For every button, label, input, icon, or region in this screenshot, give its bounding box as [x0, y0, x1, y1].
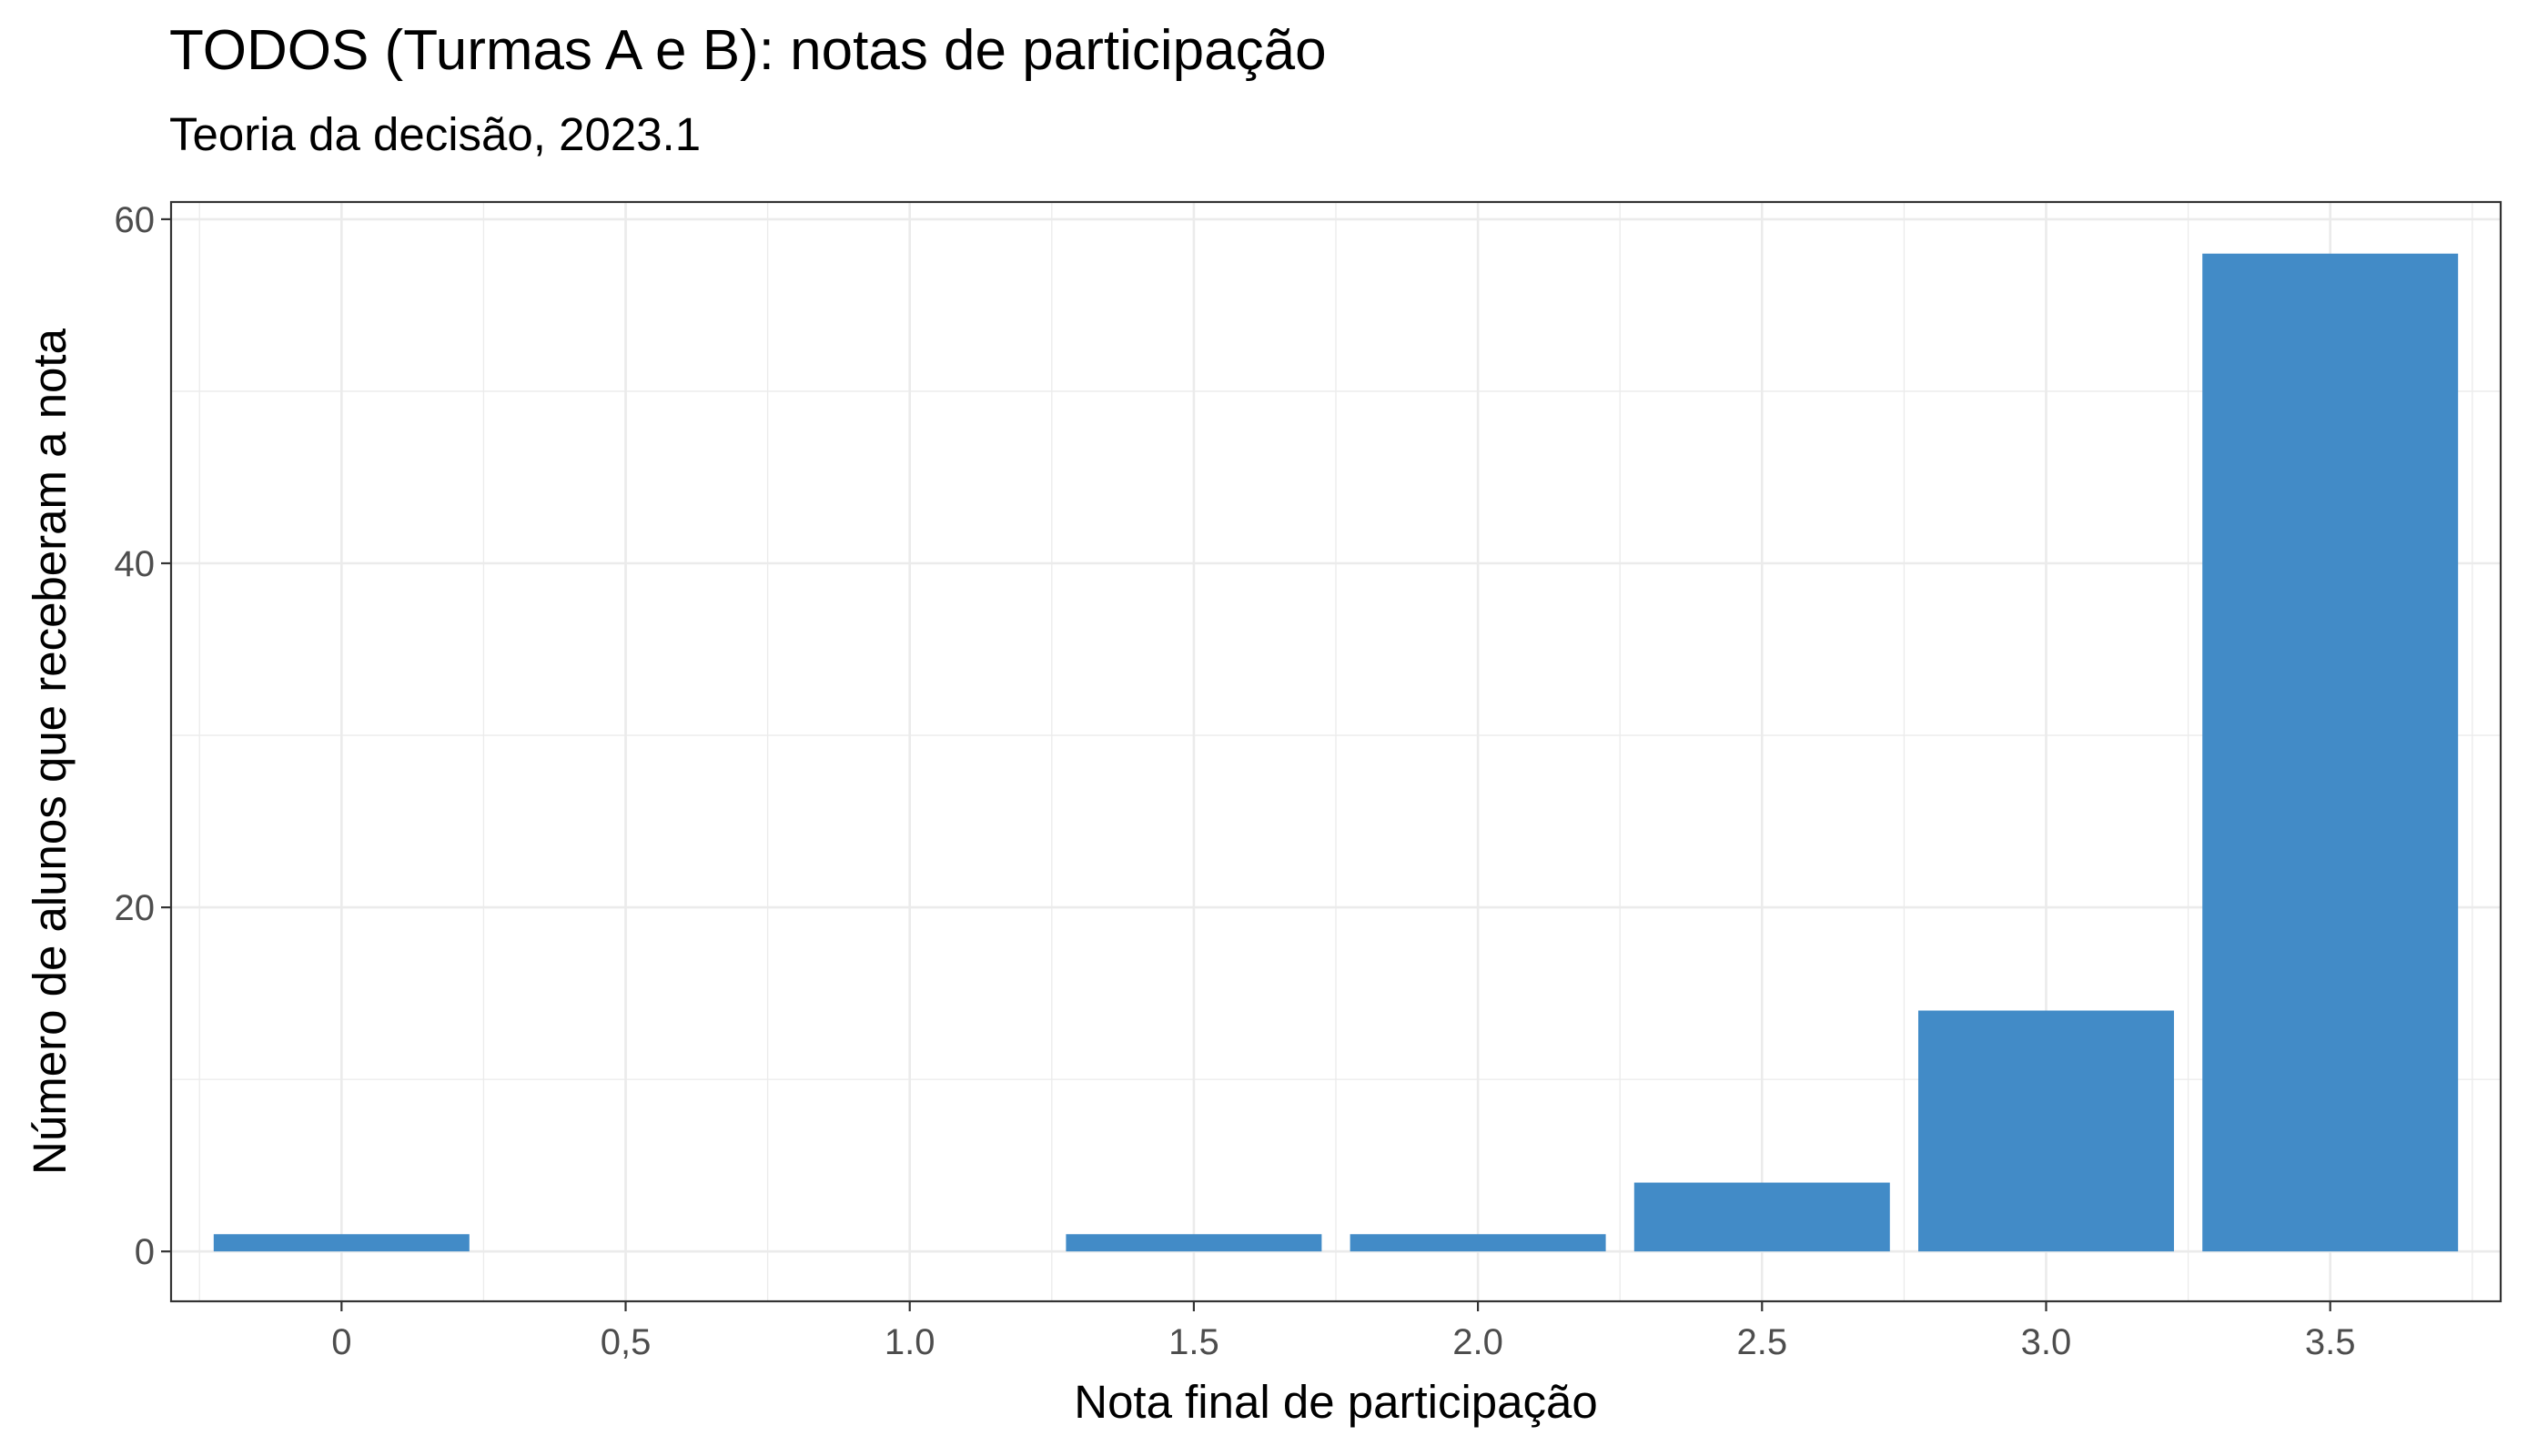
bar-5 — [1633, 1182, 1890, 1252]
bar-6 — [1918, 1010, 2174, 1252]
chart-subtitle: Teoria da decisão, 2023.1 — [169, 108, 702, 160]
bar-7 — [2202, 253, 2459, 1252]
x-axis-title: Nota final de participação — [1074, 1376, 1598, 1428]
chart-title: TODOS (Turmas A e B): notas de participa… — [169, 19, 1327, 82]
bar-3 — [1066, 1234, 1322, 1252]
bar-0 — [213, 1234, 470, 1252]
y-tick-label: 20 — [115, 888, 156, 928]
y-tick-label: 60 — [115, 200, 156, 240]
x-tick-label: 0 — [331, 1322, 351, 1362]
bars — [213, 253, 2459, 1252]
x-tick-label: 1.0 — [885, 1322, 935, 1362]
axis-ticks: 0 20 40 60 0 0,5 1.0 1.5 2.0 2.5 3.0 3.5 — [115, 200, 2356, 1362]
y-axis-title: Número de alunos que receberam a nota — [24, 328, 76, 1175]
y-tick-label: 40 — [115, 544, 156, 584]
x-tick-label: 3.0 — [2021, 1322, 2072, 1362]
y-tick-label: 0 — [135, 1232, 155, 1272]
panel-border — [169, 200, 2502, 1303]
x-tick-label: 2.0 — [1452, 1322, 1503, 1362]
x-tick-label: 3.5 — [2305, 1322, 2356, 1362]
bar-4 — [1350, 1234, 1606, 1252]
x-tick-label: 2.5 — [1736, 1322, 1787, 1362]
x-tick-label: 0,5 — [601, 1322, 652, 1362]
x-tick-label: 1.5 — [1168, 1322, 1219, 1362]
